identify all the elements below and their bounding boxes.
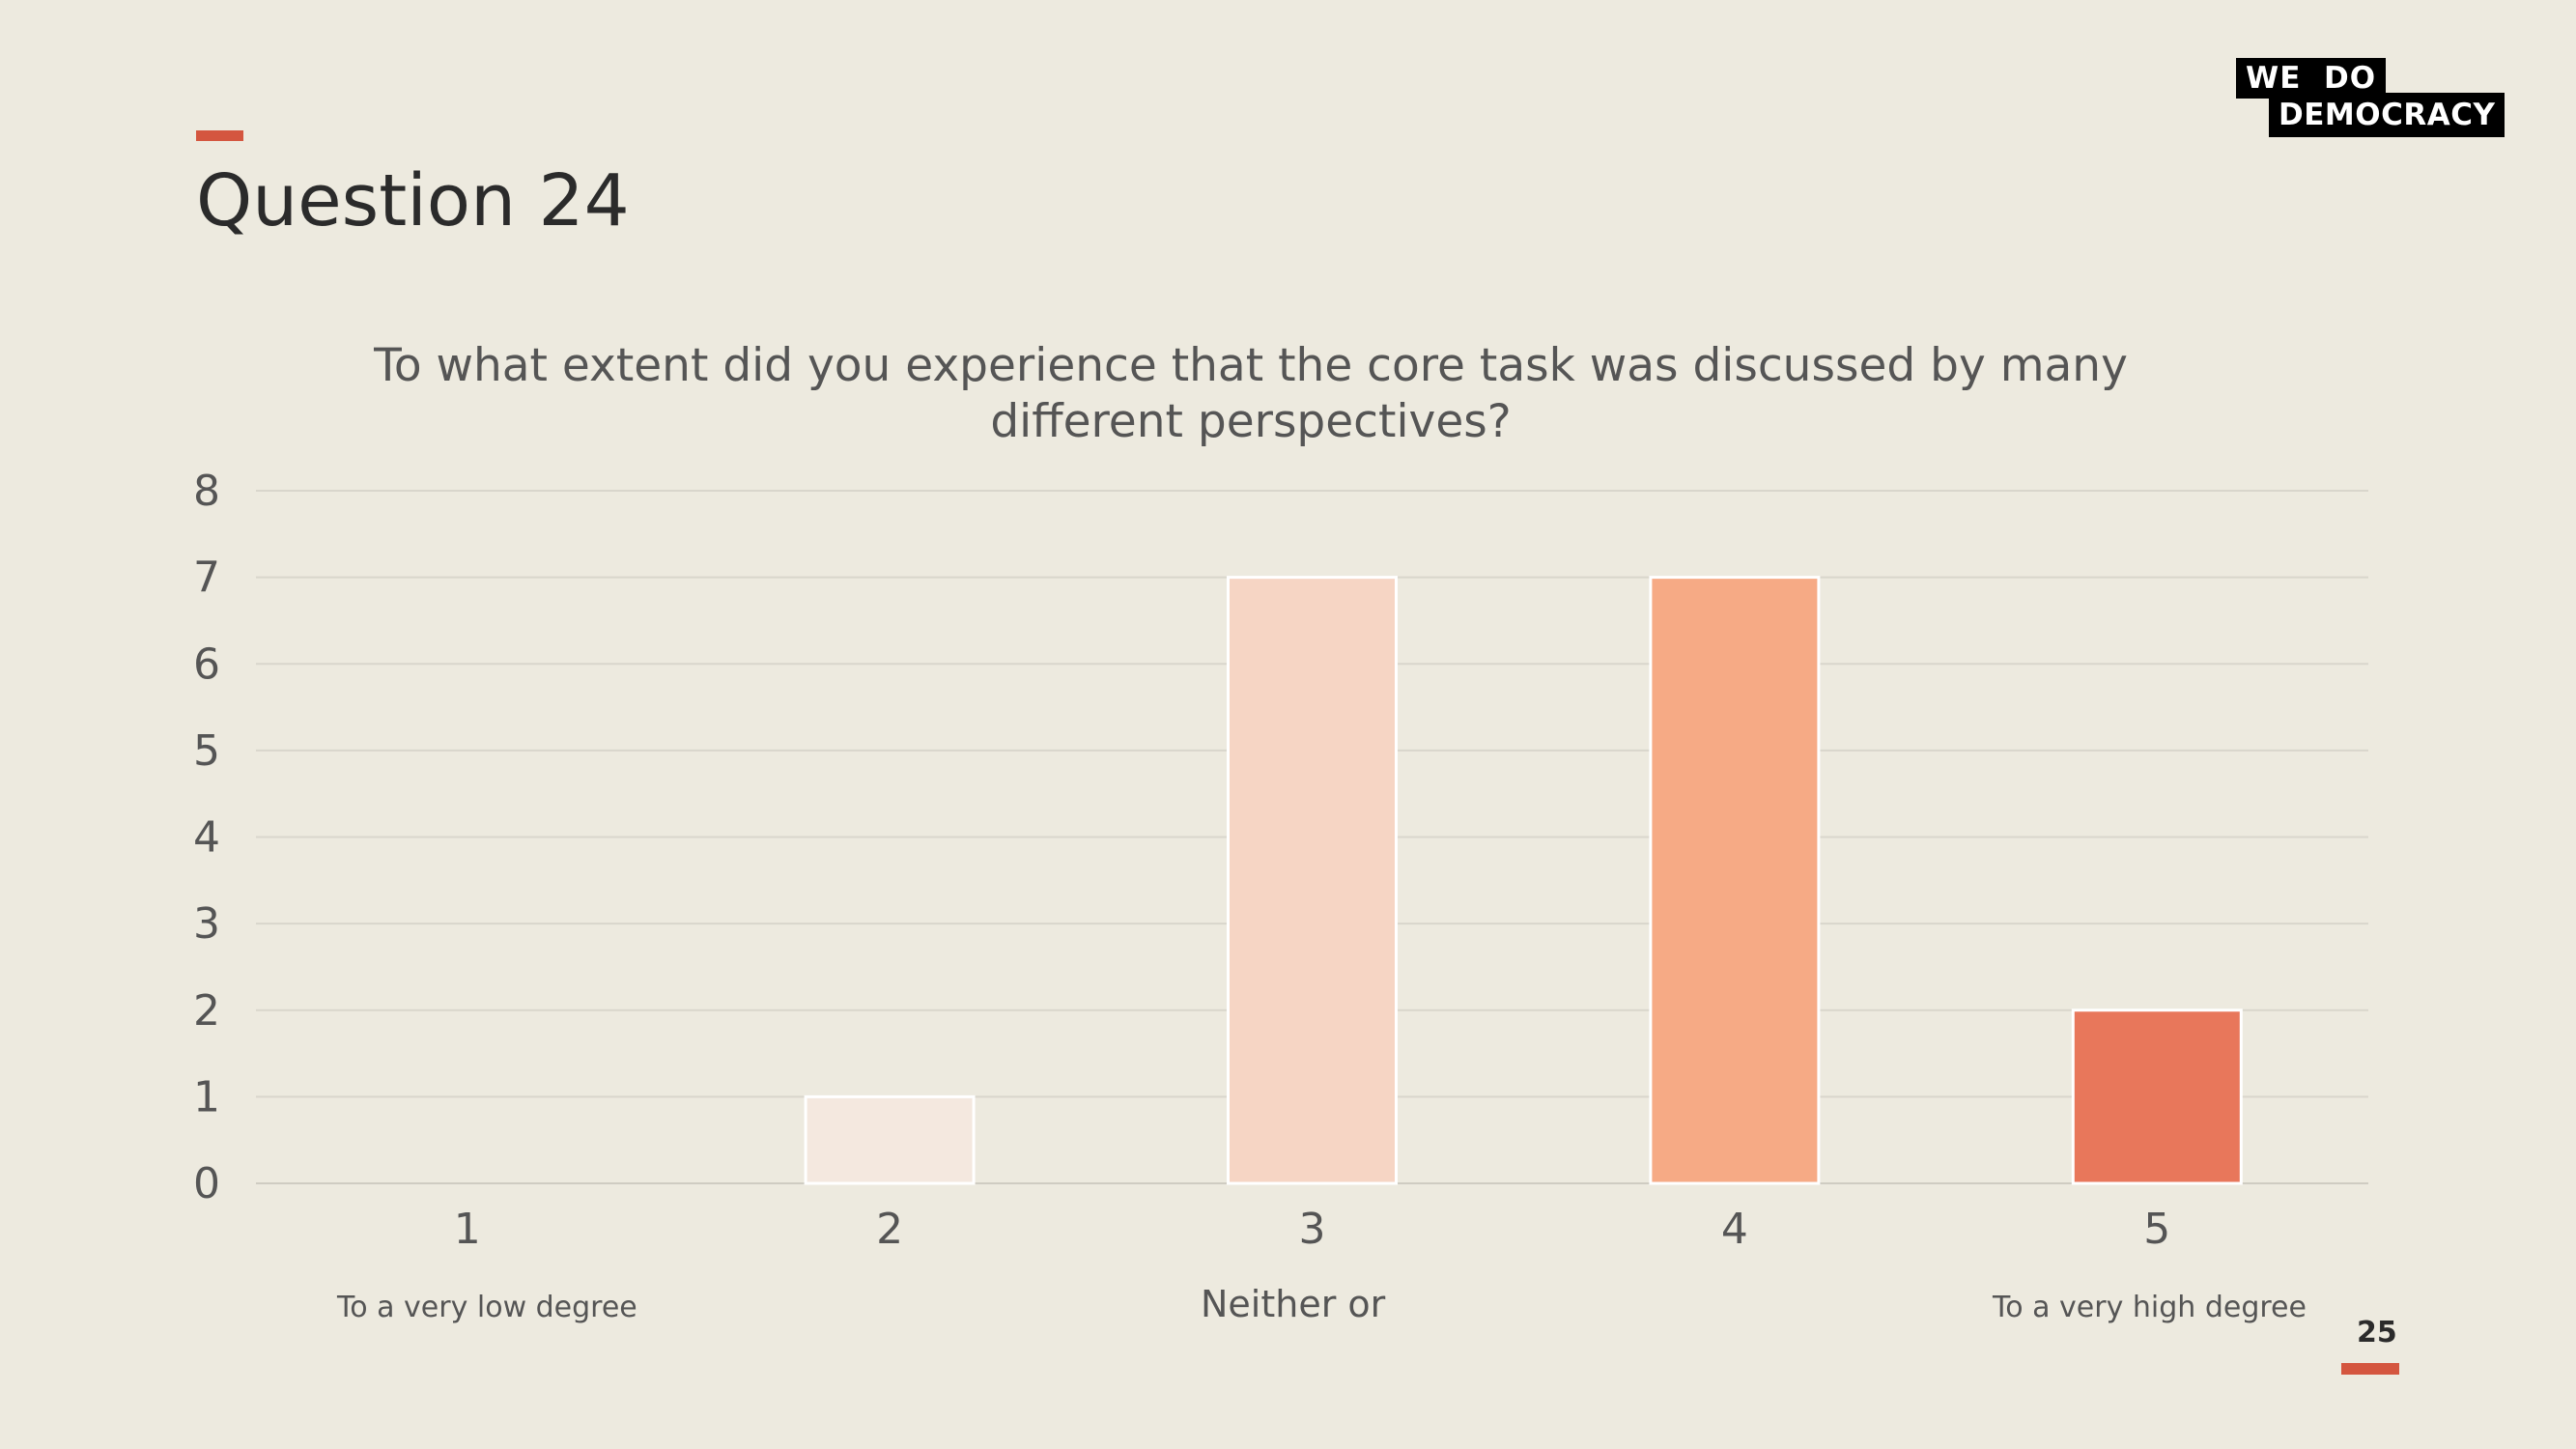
page-number: 25 <box>2357 1316 2397 1350</box>
chart-title: To what extent did you experience that t… <box>374 339 2128 448</box>
x-tick-label-2: 2 <box>876 1205 903 1254</box>
scale-note-low: To a very low degree <box>337 1291 637 1324</box>
we-do-democracy-logo: WE DO DEMOCRACY <box>2236 58 2505 137</box>
x-tick-label-5: 5 <box>2143 1205 2170 1254</box>
y-tick-label-1: 1 <box>193 1072 220 1122</box>
y-tick-label-8: 8 <box>193 467 220 516</box>
title-accent-bar <box>196 130 243 141</box>
scale-note-mid: Neither or <box>1201 1283 1386 1325</box>
y-tick-label-7: 7 <box>193 554 220 603</box>
page-accent-bar <box>2341 1363 2399 1375</box>
y-tick-label-4: 4 <box>193 813 220 863</box>
logo-line-2: DEMOCRACY <box>2269 93 2505 137</box>
bar-4 <box>1649 576 1821 1185</box>
y-tick-label-3: 3 <box>193 899 220 949</box>
x-tick-label-4: 4 <box>1721 1205 1748 1254</box>
page-title: Question 24 <box>196 159 630 242</box>
y-tick-label-0: 0 <box>193 1159 220 1208</box>
x-tick-label-1: 1 <box>454 1205 481 1254</box>
scale-note-high: To a very high degree <box>1993 1291 2307 1324</box>
x-tick-label-3: 3 <box>1299 1205 1326 1254</box>
bar-2 <box>804 1094 976 1185</box>
y-tick-label-6: 6 <box>193 639 220 689</box>
logo-line-1: WE DO <box>2236 58 2387 99</box>
bar-5 <box>2071 1009 2243 1185</box>
bar-3 <box>1227 576 1398 1185</box>
y-tick-label-2: 2 <box>193 986 220 1036</box>
y-tick-label-5: 5 <box>193 726 220 776</box>
